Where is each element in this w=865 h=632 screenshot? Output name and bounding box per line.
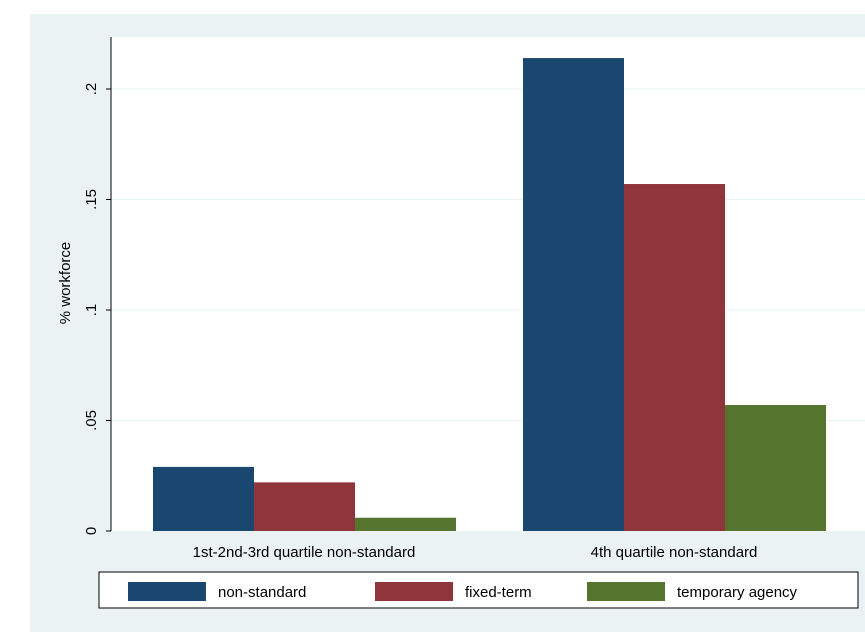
y-tick-label: .05: [83, 410, 100, 431]
bar-temporary-agency-2: [725, 405, 826, 531]
bar-non-standard-1: [153, 466, 254, 531]
legend-entries: non-standard fixed-term temporary agency: [128, 582, 798, 601]
legend-swatch: [375, 582, 453, 601]
y-axis-label: % workforce: [57, 242, 74, 325]
bars: [153, 58, 826, 532]
legend-swatch: [587, 582, 665, 601]
x-category-label: 1st-2nd-3rd quartile non-standard: [193, 544, 416, 561]
y-tick-label: .2: [83, 83, 100, 96]
y-tick-label: .15: [83, 189, 100, 210]
legend-label: temporary agency: [677, 584, 798, 601]
y-tick-label: .1: [83, 304, 100, 317]
legend: [98, 571, 859, 609]
legend-swatch: [128, 582, 206, 601]
x-category-label: 4th quartile non-standard: [591, 544, 758, 561]
bar-fixed-term-1: [254, 482, 355, 531]
legend-label: fixed-term: [465, 584, 532, 601]
x-axis-category-labels: 1st-2nd-3rd quartile non-standard 4th qua…: [193, 544, 758, 561]
bar-temporary-agency-1: [355, 517, 456, 531]
y-axis-ticks: 0 .05 .1 .15 .2: [83, 83, 111, 535]
y-tick-label: 0: [83, 527, 100, 535]
bar-fixed-term-2: [624, 184, 725, 531]
bar-non-standard-2: [523, 58, 624, 532]
legend-label: non-standard: [218, 584, 306, 601]
